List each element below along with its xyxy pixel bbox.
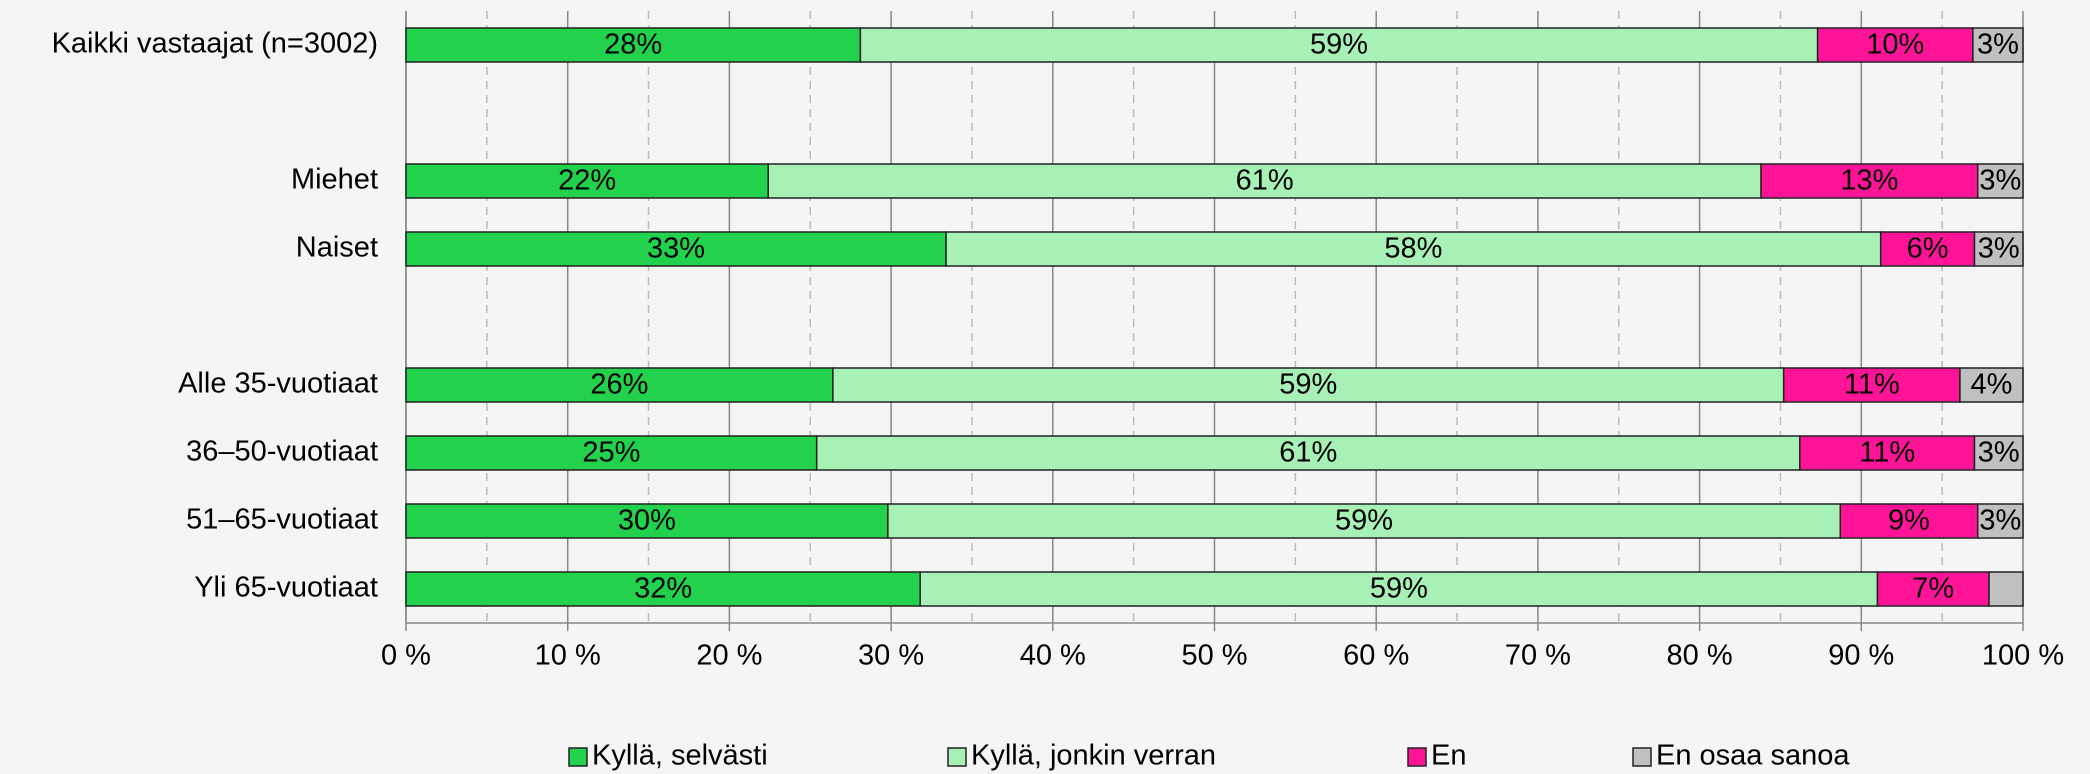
bar-segment [405,367,834,403]
data-label: 22% [558,165,616,197]
y-tick-label: Kaikki vastaajat (n=3002) [52,28,378,60]
y-tick-label: Yli 65-vuotiaat [194,572,378,604]
bar-segment [1879,231,1976,267]
x-tick-label: 50 % [1181,640,1247,672]
data-label: 59% [1310,29,1368,61]
bar-segment [767,163,1762,199]
bar-segment [1976,503,2024,539]
data-label: 59% [1335,505,1393,537]
x-tick-label: 80 % [1667,640,1733,672]
x-tick-label: 20 % [696,640,762,672]
x-tick-label: 30 % [858,640,924,672]
bar-segment [1782,367,1961,403]
legend-label: Kyllä, jonkin verran [971,740,1216,772]
y-tick-label: Naiset [296,232,378,264]
bar-segment [405,503,889,539]
data-label: 61% [1236,165,1294,197]
legend-swatch [1632,747,1652,767]
x-tick-label: 10 % [535,640,601,672]
bar-segment [405,435,818,471]
x-tick-label: 40 % [1020,640,1086,672]
legend-label: En [1431,740,1466,772]
data-label: 11% [1844,369,1900,401]
x-tick-label: 0 % [381,640,431,672]
data-label: 4% [1971,369,2013,401]
bar-segment [405,231,947,267]
legend-label: Kyllä, selvästi [592,740,768,772]
data-label: 30% [618,505,676,537]
data-label: 3% [1977,29,2019,61]
data-label: 3% [1978,233,2020,265]
data-label: 13% [1840,165,1898,197]
data-label: 59% [1279,369,1337,401]
bar-segment [1988,571,2024,607]
x-tick-label: 90 % [1828,640,1894,672]
bar-segment [1976,163,2024,199]
legend-swatch [947,747,967,767]
bar-segment [887,503,1842,539]
bar-segment [1876,571,1990,607]
bar-segment [1973,435,2024,471]
data-label: 25% [582,437,640,469]
data-label: 7% [1912,573,1954,605]
data-label: 11% [1859,437,1915,469]
data-label: 10% [1866,29,1924,61]
legend-swatch [1407,747,1427,767]
x-tick-label: 70 % [1505,640,1571,672]
y-tick-label: Miehet [291,164,378,196]
data-label: 32% [634,573,692,605]
data-label: 58% [1384,233,1442,265]
data-label: 3% [1978,437,2020,469]
data-label: 3% [1979,505,2021,537]
y-tick-label: 36–50-vuotiaat [186,436,378,468]
data-label: 28% [604,29,662,61]
bar-segment [1799,435,1976,471]
data-label: 3% [1979,165,2021,197]
y-tick-label: Alle 35-vuotiaat [178,368,378,400]
bar-segment [1972,27,2024,63]
data-label: 61% [1279,437,1337,469]
bar-segment [405,163,769,199]
bar-segment [859,27,1819,63]
x-tick-label: 100 % [1982,640,2064,672]
bar-segment [405,571,921,607]
bar-segment [1959,367,2024,403]
data-label: 26% [590,369,648,401]
bar-segment [945,231,1882,267]
data-label: 6% [1907,233,1949,265]
bar-segment [1973,231,2024,267]
bar-segment [405,27,862,63]
legend-label: En osaa sanoa [1656,740,1850,772]
y-tick-label: 51–65-vuotiaat [186,504,378,536]
x-tick-label: 60 % [1343,640,1409,672]
data-label: 33% [647,233,705,265]
bar-segment [919,571,1879,607]
legend-swatch [568,747,588,767]
data-label: 59% [1370,573,1428,605]
data-label: 9% [1888,505,1930,537]
